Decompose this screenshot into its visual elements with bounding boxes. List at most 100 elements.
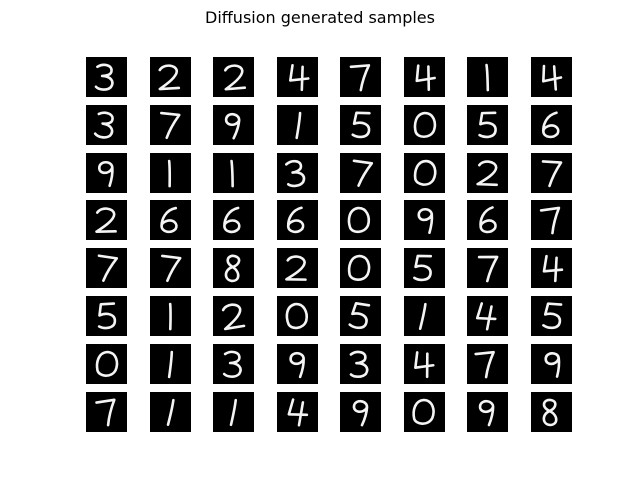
handwritten-digit-image <box>95 207 117 234</box>
handwritten-digit-image <box>222 350 242 378</box>
sample-tile <box>213 57 254 97</box>
sample-tile <box>86 248 127 289</box>
handwritten-digit-image <box>479 206 497 234</box>
handwritten-digit-image <box>411 398 435 425</box>
sample-tile <box>530 152 572 193</box>
sample-tile <box>86 295 127 336</box>
sample-tile <box>149 104 191 145</box>
handwritten-digit-image <box>294 111 301 139</box>
handwritten-digit-image <box>224 254 241 283</box>
handwritten-digit-image <box>352 399 369 426</box>
handwritten-digit-image <box>97 302 117 330</box>
handwritten-digit-image <box>221 303 246 331</box>
sample-tile <box>403 343 445 384</box>
handwritten-digit-image <box>541 64 562 91</box>
handwritten-digit-image <box>351 111 371 138</box>
handwritten-digit-image <box>95 350 119 377</box>
handwritten-digit-image <box>476 159 498 186</box>
sample-tile <box>340 343 381 384</box>
handwritten-digit-image <box>477 255 499 283</box>
sample-tile <box>149 295 191 336</box>
sample-tile <box>530 57 572 97</box>
handwritten-digit-image <box>347 254 371 282</box>
sample-tile <box>276 57 318 97</box>
sample-tile <box>149 391 191 432</box>
sample-tile <box>403 200 445 241</box>
handwritten-digit-image <box>159 207 178 234</box>
handwritten-digit-image <box>284 159 305 187</box>
sample-tile <box>213 248 254 289</box>
sample-tile <box>213 104 254 145</box>
sample-tile <box>276 391 318 432</box>
handwritten-digit-image <box>413 159 436 186</box>
sample-tile <box>276 295 318 336</box>
sample-tile <box>86 391 127 432</box>
handwritten-digit-image <box>287 397 308 427</box>
sample-tile <box>86 343 127 384</box>
handwritten-digit-image <box>229 398 238 426</box>
sample-tile <box>149 200 191 241</box>
handwritten-digit-image <box>541 111 559 138</box>
handwritten-digit-image <box>543 351 560 378</box>
sample-tile <box>530 295 572 336</box>
handwritten-digit-image <box>284 255 307 282</box>
handwritten-digit-image <box>474 350 495 379</box>
handwritten-digit-image <box>167 350 173 379</box>
sample-tile <box>86 104 127 145</box>
handwritten-digit-image <box>94 63 114 91</box>
sample-tile <box>213 200 254 241</box>
handwritten-digit-image <box>418 302 427 330</box>
handwritten-digit-image <box>224 112 241 140</box>
sample-tile <box>403 391 445 432</box>
handwritten-digit-image <box>539 206 560 235</box>
handwritten-digit-image <box>416 208 433 235</box>
sample-tile <box>149 57 191 97</box>
handwritten-digit-image <box>223 64 247 91</box>
sample-tile <box>340 391 381 432</box>
sample-tile <box>149 152 191 193</box>
handwritten-digit-image <box>415 64 436 91</box>
handwritten-digit-image <box>230 159 234 187</box>
handwritten-digit-image <box>157 64 180 91</box>
sample-tile <box>530 200 572 241</box>
handwritten-digit-image <box>97 160 114 187</box>
handwritten-digit-image <box>93 111 114 139</box>
handwritten-digit-image <box>97 254 119 283</box>
handwritten-digit-image <box>485 63 490 92</box>
handwritten-digit-image <box>95 398 116 426</box>
handwritten-digit-image <box>159 111 181 139</box>
sample-tile <box>403 57 445 97</box>
handwritten-digit-image <box>223 207 241 234</box>
sample-tile <box>467 391 508 432</box>
sample-tile <box>340 152 381 193</box>
sample-tile <box>530 343 572 384</box>
handwritten-digit-image <box>412 254 432 282</box>
sample-tile <box>403 152 445 193</box>
sample-tile <box>213 391 254 432</box>
sample-tile <box>530 391 572 432</box>
sample-tile <box>213 152 254 193</box>
handwritten-digit-image <box>413 350 435 378</box>
sample-tile <box>276 152 318 193</box>
sample-tile <box>403 104 445 145</box>
samples-grid <box>86 57 572 432</box>
handwritten-digit-image <box>347 207 371 234</box>
handwritten-digit-image <box>166 398 175 426</box>
sample-tile <box>340 200 381 241</box>
handwritten-digit-image <box>413 111 436 138</box>
handwritten-digit-image <box>167 159 171 187</box>
handwritten-digit-image <box>541 159 562 187</box>
sample-tile <box>467 200 508 241</box>
handwritten-digit-image <box>352 159 374 187</box>
handwritten-digit-image <box>478 399 495 426</box>
sample-tile <box>86 200 127 241</box>
handwritten-digit-image <box>160 254 181 283</box>
sample-tile <box>340 104 381 145</box>
sample-tile <box>340 295 381 336</box>
sample-tile <box>276 200 318 241</box>
figure-title: Diffusion generated samples <box>205 8 435 27</box>
handwritten-digit-image <box>286 206 304 234</box>
sample-tile <box>340 248 381 289</box>
sample-tile <box>86 57 127 97</box>
handwritten-digit-image <box>168 302 172 331</box>
